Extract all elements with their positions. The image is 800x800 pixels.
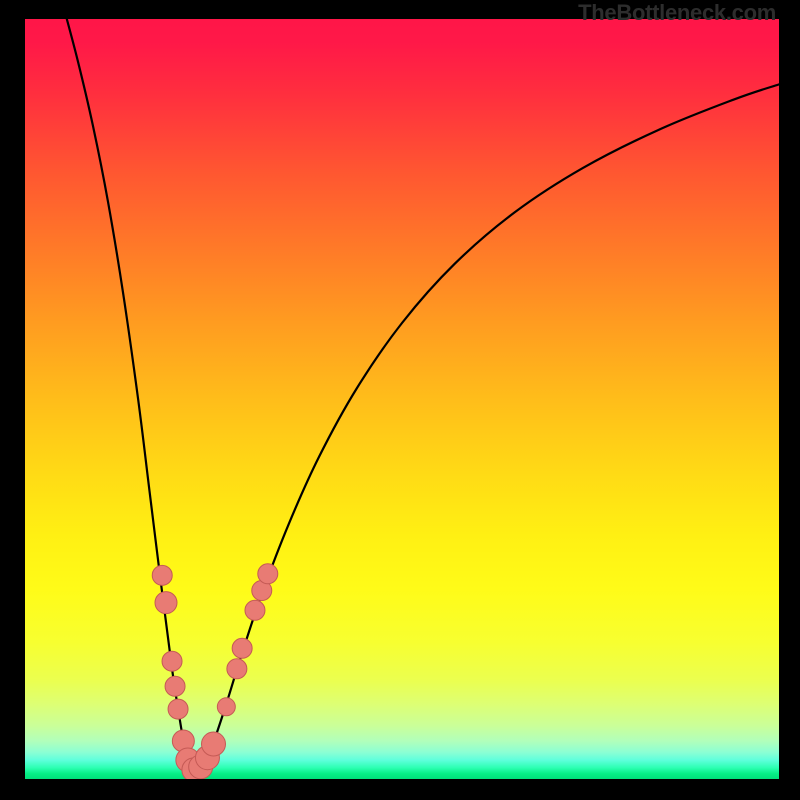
chart-marker <box>245 600 265 620</box>
chart-marker <box>168 699 188 719</box>
watermark-text: TheBottleneck.com <box>578 0 776 26</box>
chart-marker <box>162 651 182 671</box>
chart-marker <box>258 564 278 584</box>
chart-marker <box>152 565 172 585</box>
chart-marker <box>202 732 226 756</box>
chart-marker <box>155 592 177 614</box>
chart-marker <box>165 676 185 696</box>
bottleneck-chart-svg <box>0 0 800 800</box>
chart-marker <box>217 698 235 716</box>
chart-marker <box>227 659 247 679</box>
chart-stage: TheBottleneck.com <box>0 0 800 800</box>
chart-marker <box>232 638 252 658</box>
